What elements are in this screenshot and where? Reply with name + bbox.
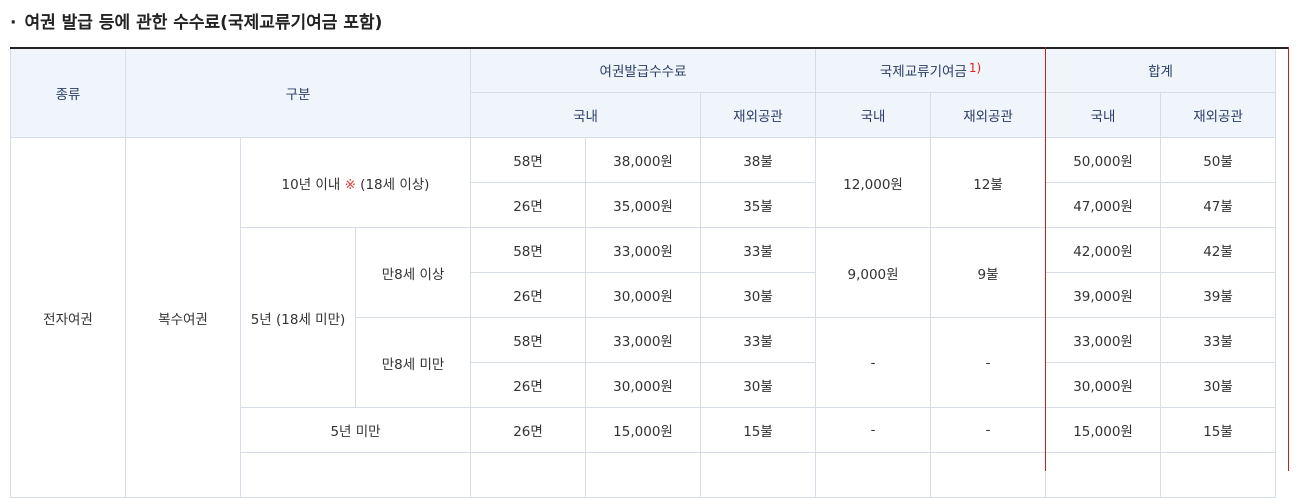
contrib-overseas-cell: -: [931, 408, 1046, 453]
section-title: · 여권 발급 등에 관한 수수료(국제교류기여금 포함): [10, 8, 382, 33]
five-year-cell: 5년 (18세 미만): [241, 228, 356, 408]
fee-domestic-cell: 15,000원: [586, 408, 701, 453]
total-overseas-cell: 15불: [1161, 408, 1276, 453]
header-total-domestic: 국내: [1046, 93, 1161, 138]
contrib-overseas-cell: -: [931, 318, 1046, 408]
table-top-rule: [10, 47, 1289, 49]
total-domestic-cell: 39,000원: [1046, 273, 1161, 318]
total-highlight-left: [1045, 47, 1046, 471]
contrib-domestic-cell: -: [816, 318, 931, 408]
header-category: 구분: [126, 48, 471, 138]
partial-cell: [586, 453, 701, 498]
fee-overseas-cell: 15불: [701, 408, 816, 453]
ten-year-age: (18세 이상): [356, 177, 430, 193]
fee-overseas-cell: 33불: [701, 318, 816, 363]
kind-cell: 전자여권: [11, 138, 126, 498]
header-total-overseas: 재외공관: [1161, 93, 1276, 138]
partial-cell: [1046, 453, 1161, 498]
header-contrib-overseas: 재외공관: [931, 93, 1046, 138]
contrib-domestic-cell: -: [816, 408, 931, 453]
fee-overseas-cell: 38불: [701, 138, 816, 183]
fee-domestic-cell: 38,000원: [586, 138, 701, 183]
pages-cell: 26면: [471, 183, 586, 228]
fee-domestic-cell: 33,000원: [586, 228, 701, 273]
contrib-overseas-cell: 9불: [931, 228, 1046, 318]
fee-overseas-cell: 30불: [701, 363, 816, 408]
header-fee: 여권발급수수료: [471, 48, 816, 93]
total-overseas-cell: 42불: [1161, 228, 1276, 273]
fee-domestic-cell: 33,000원: [586, 318, 701, 363]
pages-cell: 58면: [471, 318, 586, 363]
fee-domestic-cell: 35,000원: [586, 183, 701, 228]
total-domestic-cell: 50,000원: [1046, 138, 1161, 183]
fee-overseas-cell: 35불: [701, 183, 816, 228]
partial-cell: [1161, 453, 1276, 498]
total-overseas-cell: 50불: [1161, 138, 1276, 183]
pages-cell: 26면: [471, 408, 586, 453]
fee-domestic-cell: 30,000원: [586, 273, 701, 318]
fee-domestic-cell: 30,000원: [586, 363, 701, 408]
pages-cell: 58면: [471, 228, 586, 273]
total-overseas-cell: 39불: [1161, 273, 1276, 318]
over8-cell: 만8세 이상: [356, 228, 471, 318]
pages-cell: 26면: [471, 273, 586, 318]
partial-cell: [701, 453, 816, 498]
header-type: 종류: [11, 48, 126, 138]
title-text: 여권 발급 등에 관한 수수료(국제교류기여금 포함): [24, 13, 382, 33]
pages-cell: 58면: [471, 138, 586, 183]
contrib-domestic-cell: 9,000원: [816, 228, 931, 318]
total-overseas-cell: 47불: [1161, 183, 1276, 228]
title-bullet: ·: [10, 13, 16, 33]
fee-overseas-cell: 33불: [701, 228, 816, 273]
header-contribution-label: 국제교류기여금: [880, 64, 967, 80]
header-contrib-domestic: 국내: [816, 93, 931, 138]
pages-cell: 26면: [471, 363, 586, 408]
header-fee-domestic: 국내: [471, 93, 701, 138]
sub-kind-cell: 복수여권: [126, 138, 241, 498]
header-fee-overseas: 재외공관: [701, 93, 816, 138]
under5-cell: 5년 미만: [241, 408, 471, 453]
table-row: 전자여권 복수여권 10년 이내 ※ (18세 이상) 58면 38,000원 …: [11, 138, 1305, 183]
total-highlight-right: [1288, 47, 1289, 471]
total-domestic-cell: 15,000원: [1046, 408, 1161, 453]
total-domestic-cell: 47,000원: [1046, 183, 1161, 228]
ten-year-label: 10년 이내: [282, 177, 345, 193]
partial-cell: [241, 453, 471, 498]
total-overseas-cell: 30불: [1161, 363, 1276, 408]
total-overseas-cell: 33불: [1161, 318, 1276, 363]
header-total: 합계: [1046, 48, 1276, 93]
contrib-overseas-cell: 12불: [931, 138, 1046, 228]
note-mark: ※: [345, 177, 356, 193]
partial-cell: [816, 453, 931, 498]
total-domestic-cell: 33,000원: [1046, 318, 1161, 363]
total-domestic-cell: 42,000원: [1046, 228, 1161, 273]
ten-year-cell: 10년 이내 ※ (18세 이상): [241, 138, 471, 228]
under8-cell: 만8세 미만: [356, 318, 471, 408]
total-domestic-cell: 30,000원: [1046, 363, 1161, 408]
contrib-domestic-cell: 12,000원: [816, 138, 931, 228]
fee-overseas-cell: 30불: [701, 273, 816, 318]
footnote-marker: 1): [969, 61, 981, 75]
partial-cell: [931, 453, 1046, 498]
partial-cell: [471, 453, 586, 498]
